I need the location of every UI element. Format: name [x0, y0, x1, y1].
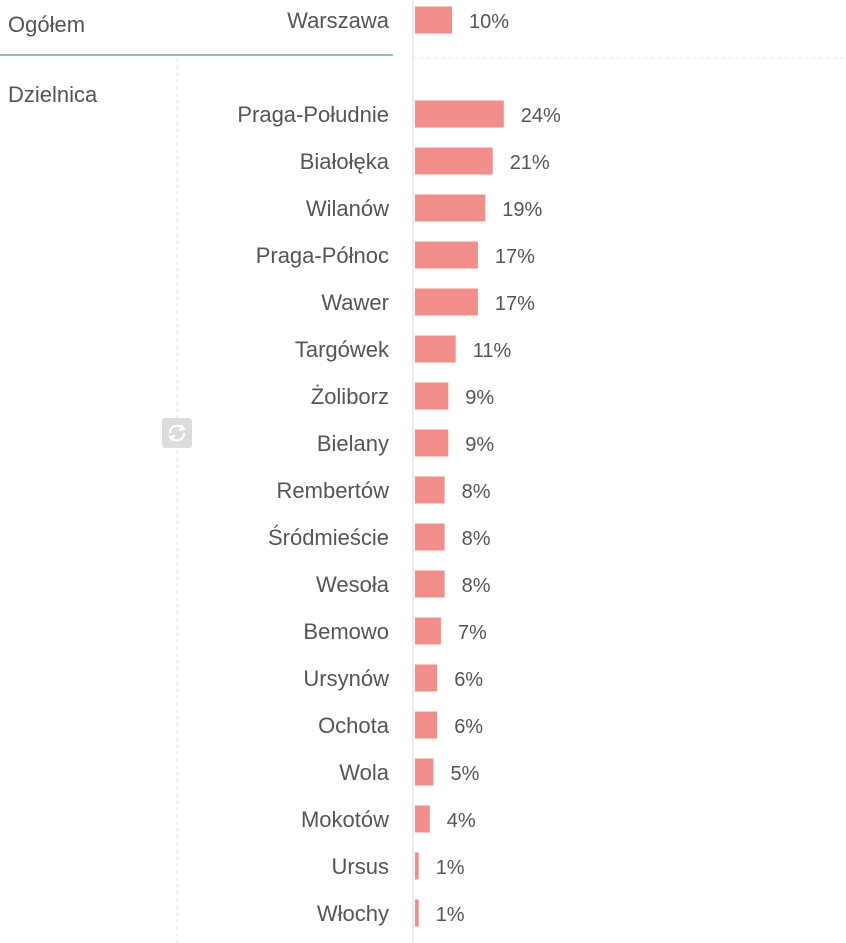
bar[interactable] [415, 523, 445, 551]
bar[interactable] [415, 852, 419, 880]
value-label: 17% [495, 293, 535, 315]
value-label: 11% [473, 340, 512, 362]
value-label: 5% [451, 763, 480, 785]
value-label: 6% [454, 716, 483, 738]
value-label: 8% [462, 575, 491, 597]
value-label: 1% [436, 857, 465, 879]
category-label: Targówek [295, 337, 390, 362]
group-label-district: Dzielnica [8, 82, 98, 107]
bar[interactable] [415, 664, 438, 692]
value-label: 6% [454, 669, 483, 691]
category-label: Ursus [332, 854, 389, 879]
category-label: Śródmieście [268, 525, 389, 550]
bar[interactable] [415, 147, 493, 175]
value-label: 10% [469, 11, 509, 33]
value-label: 8% [462, 481, 491, 503]
bar[interactable] [415, 570, 445, 598]
category-label: Włochy [317, 901, 389, 926]
bar[interactable] [415, 805, 430, 833]
value-label: 8% [462, 528, 491, 550]
bar[interactable] [415, 899, 419, 927]
refresh-icon[interactable] [162, 418, 192, 448]
category-label: Rembertów [277, 478, 390, 503]
category-label: Wesoła [316, 572, 390, 597]
value-label: 24% [521, 105, 561, 127]
category-label: Praga-Południe [237, 102, 389, 127]
category-label: Wilanów [306, 196, 389, 221]
value-label: 17% [495, 246, 535, 268]
category-label: Praga-Północ [256, 243, 389, 268]
bar[interactable] [415, 476, 445, 504]
category-label: Mokotów [301, 807, 389, 832]
bar[interactable] [415, 241, 478, 269]
group-label-total: Ogółem [8, 12, 85, 37]
value-label: 19% [502, 199, 542, 221]
value-label: 1% [436, 904, 465, 926]
bar[interactable] [415, 758, 434, 786]
value-label: 9% [465, 387, 494, 409]
category-label: Warszawa [287, 8, 390, 33]
category-label: Wola [339, 760, 389, 785]
category-label: Bemowo [303, 619, 389, 644]
value-label: 9% [465, 434, 494, 456]
bar[interactable] [415, 429, 449, 457]
category-label: Bielany [317, 431, 389, 456]
value-label: 4% [447, 810, 476, 832]
bar[interactable] [415, 711, 438, 739]
bar[interactable] [415, 194, 486, 222]
category-label: Ochota [318, 713, 390, 738]
category-label: Ursynów [303, 666, 389, 691]
category-label: Wawer [321, 290, 389, 315]
bar[interactable] [415, 382, 449, 410]
category-label: Żoliborz [311, 384, 389, 409]
bar[interactable] [415, 335, 456, 363]
bars-layer: Warszawa 10% Praga-Południe 24% Białołęka 21%… [237, 6, 561, 927]
bar[interactable] [415, 617, 441, 645]
bar[interactable] [415, 6, 452, 34]
value-label: 21% [510, 152, 550, 174]
category-label: Białołęka [300, 149, 390, 174]
bar[interactable] [415, 100, 504, 128]
value-label: 7% [458, 622, 487, 644]
bar[interactable] [415, 288, 478, 316]
